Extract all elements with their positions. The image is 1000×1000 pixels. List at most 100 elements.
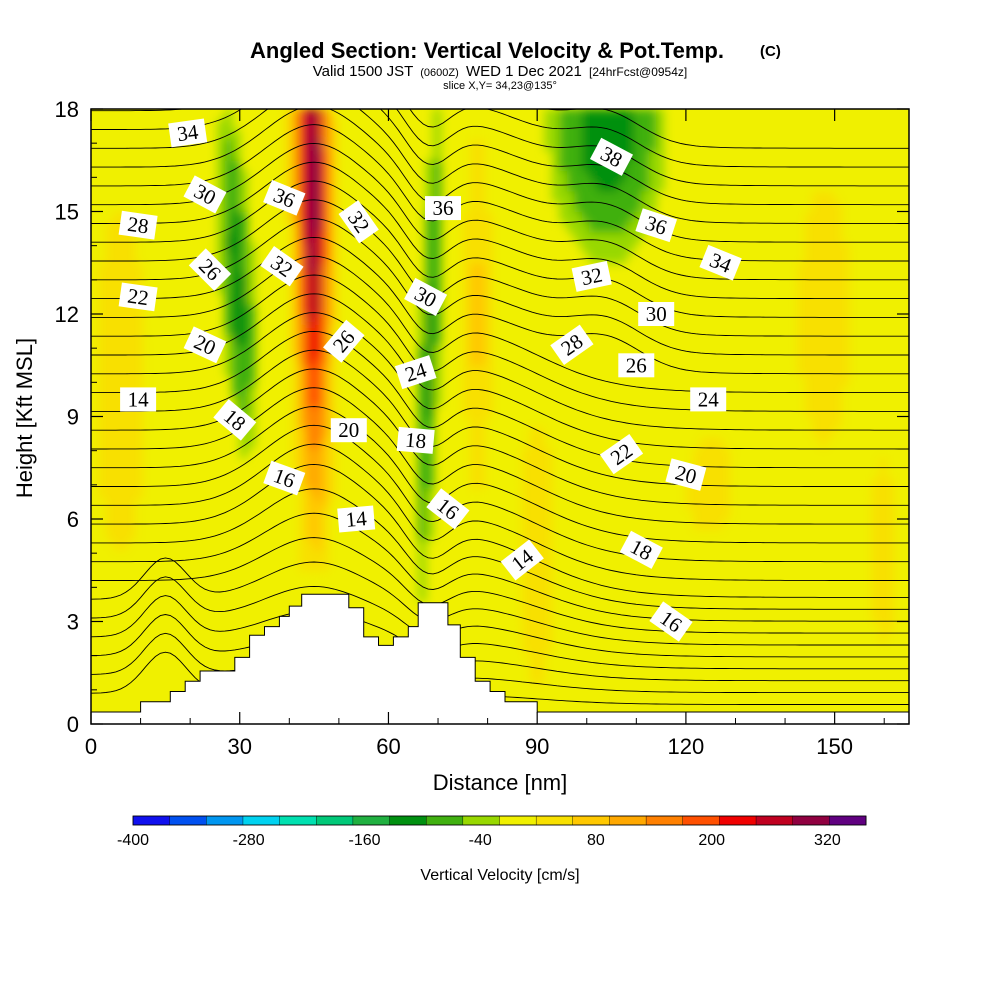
colorbar-swatch [206, 815, 244, 826]
vertical-velocity-field [91, 109, 909, 724]
theta-contour-line [91, 109, 909, 206]
x-tick-label: 90 [525, 734, 549, 759]
theta-contour-line [91, 512, 909, 622]
theta-contour-line [91, 595, 909, 670]
y-tick-label: 15 [55, 200, 79, 225]
theta-contour-label-text: 24 [698, 387, 720, 411]
theta-contour-label: 14 [337, 505, 376, 533]
colorbar-frame [132, 815, 867, 826]
theta-contour-label-text: 18 [404, 428, 427, 454]
theta-contour-label: 14 [120, 387, 157, 412]
theta-contour-line [91, 557, 909, 646]
y-axis-label: Height [Kft MSL] [12, 338, 37, 498]
colorbar-tick-label: -280 [233, 832, 265, 849]
colorbar-tick-label: 80 [587, 832, 605, 849]
theta-contour-label: 20 [330, 418, 367, 443]
theta-contour-line [91, 443, 909, 581]
colorbar-swatch [719, 815, 757, 826]
y-tick-label: 3 [67, 610, 79, 635]
theta-contour-label-text: 20 [338, 418, 359, 442]
x-tick-label: 60 [376, 734, 400, 759]
y-tick-label: 0 [67, 712, 79, 737]
colorbar-swatch [499, 815, 537, 826]
colorbar-swatch [169, 815, 207, 826]
y-tick-label: 18 [55, 97, 79, 122]
theta-contour-line [91, 576, 909, 658]
colorbar-swatch [389, 815, 427, 826]
x-tick-label: 150 [816, 734, 853, 759]
theta-contour-line [91, 109, 909, 224]
colorbar-tick-label: -400 [117, 832, 149, 849]
y-tick-label: 6 [67, 507, 79, 532]
colorbar-swatch [572, 815, 610, 826]
colorbar-tick-label: -160 [348, 832, 380, 849]
theta-contour-line [91, 349, 909, 487]
valid-date: WED 1 Dec 2021 [466, 63, 582, 80]
theta-contour-line [91, 180, 909, 318]
theta-contour-line [91, 274, 909, 412]
theta-contour-line [91, 387, 909, 525]
theta-contour-line [91, 199, 909, 337]
colorbar-swatch [682, 815, 720, 826]
theta-contour-label-text: 36 [433, 196, 454, 220]
colorbar-swatch [645, 815, 684, 826]
theta-contour-line [91, 109, 909, 243]
copyright-mark: (C) [760, 43, 781, 60]
theta-contour-label-text: 28 [126, 212, 150, 239]
theta-contour-label-text: 30 [646, 302, 667, 326]
theta-contour-line [91, 124, 909, 262]
theta-contour-line [91, 109, 909, 187]
theta-contour-line [91, 255, 909, 394]
colorbar-tick-label: 200 [698, 832, 725, 849]
theta-contour-label-text: 22 [126, 284, 150, 311]
theta-contour-label-text: 32 [579, 262, 605, 290]
theta-contour-label-text: 26 [626, 353, 647, 377]
theta-contour-label: 34 [168, 118, 208, 148]
colorbar-swatch [535, 815, 574, 826]
theta-contour-line [409, 109, 909, 168]
colorbar-swatch [829, 815, 867, 826]
colorbar-swatch [352, 815, 391, 826]
terrain-profile [90, 593, 910, 725]
valid-time-subtitle: Valid 1500 JST (0600Z) WED 1 Dec 2021 [2… [313, 63, 688, 80]
theta-contour-label: 24 [690, 387, 727, 412]
theta-contour-label-text: 14 [345, 506, 369, 532]
x-axis-label: Distance [nm] [433, 770, 568, 795]
theta-contour-label-text: 14 [128, 387, 150, 411]
theta-contour-label: 32 [571, 260, 612, 292]
theta-contour-label: 36 [425, 196, 461, 221]
theta-contour-label: 30 [638, 302, 675, 326]
slice-info: slice X,Y= 34,23@135° [443, 80, 557, 92]
theta-contour-label: 20 [665, 458, 707, 491]
y-tick-label: 9 [67, 405, 79, 430]
x-tick-label: 120 [668, 734, 705, 759]
colorbar-tick-label: -40 [469, 832, 492, 849]
colorbar-swatch [426, 815, 464, 826]
theta-contour-line [91, 537, 909, 634]
theta-contour-line [91, 218, 909, 356]
x-axis-ticks: 0 30 60 90 120 150 [85, 109, 885, 759]
colorbar-tick-label: 320 [814, 832, 841, 849]
colorbar-label: Vertical Velocity [cm/s] [420, 867, 579, 884]
colorbar-swatch [792, 815, 830, 826]
theta-contour-label: 24 [394, 355, 437, 390]
theta-contour-label-text: 34 [176, 119, 201, 146]
theta-contour-line [545, 109, 909, 149]
colorbar-swatch [279, 815, 317, 826]
valid-local-time: Valid 1500 JST [313, 63, 413, 80]
chart-title: Angled Section: Vertical Velocity & Pot.… [250, 38, 724, 63]
theta-contour-label: 30 [183, 175, 227, 214]
theta-contour-line [91, 424, 909, 563]
colorbar-swatch [609, 815, 647, 826]
theta-contour-line [91, 488, 909, 610]
theta-contour-line [91, 293, 909, 431]
theta-contour-label: 18 [396, 426, 435, 454]
theta-contour-line [91, 463, 909, 598]
theta-contour-line [91, 236, 909, 375]
theta-contour-line [91, 142, 909, 281]
x-tick-label: 0 [85, 734, 97, 759]
colorbar-swatch [755, 815, 794, 826]
theta-contour-line [91, 614, 909, 682]
